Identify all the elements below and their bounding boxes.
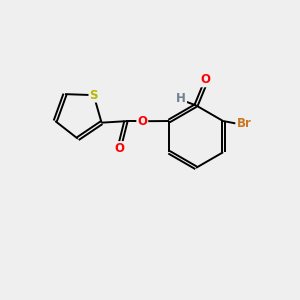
Text: O: O: [114, 142, 124, 155]
Text: Br: Br: [236, 117, 251, 130]
Text: O: O: [137, 115, 147, 128]
Text: H: H: [176, 92, 186, 105]
Text: S: S: [89, 88, 98, 102]
Text: O: O: [201, 74, 211, 86]
